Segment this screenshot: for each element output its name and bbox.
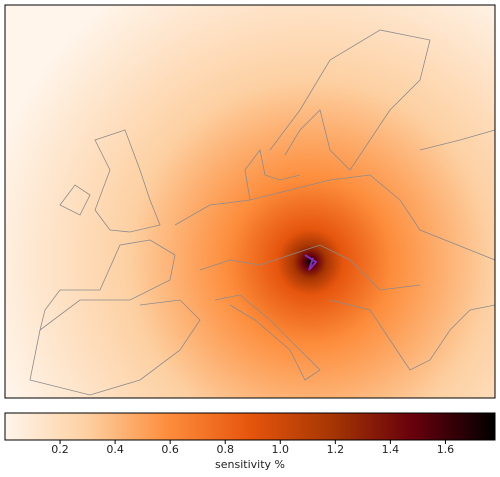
coastline xyxy=(269,29,431,171)
sensitivity-field xyxy=(5,5,495,398)
coastline xyxy=(59,184,91,216)
coastlines xyxy=(29,29,496,396)
colorbar-tick-label: 1.2 xyxy=(327,443,345,456)
coastline xyxy=(244,149,301,201)
coastline xyxy=(214,294,321,381)
coastline xyxy=(419,129,496,151)
coastline xyxy=(329,299,496,371)
colorbar-tick-label: 0.6 xyxy=(161,443,179,456)
colorbar-tick-label: 1.6 xyxy=(437,443,455,456)
colorbar-tick-label: 0.8 xyxy=(216,443,234,456)
colorbar-tick-label: 1.0 xyxy=(272,443,290,456)
source-marker xyxy=(304,254,318,271)
coastline xyxy=(29,299,201,396)
colorbar-tick-label: 1.4 xyxy=(382,443,400,456)
coastline xyxy=(39,239,176,331)
colorbar-tick-label: 0.2 xyxy=(51,443,69,456)
colorbar xyxy=(4,412,496,441)
coastline xyxy=(174,174,496,261)
colorbar-tick-label: 0.4 xyxy=(106,443,124,456)
colorbar-label: sensitivity % xyxy=(215,458,285,471)
coastline xyxy=(94,129,161,233)
coastline xyxy=(199,244,421,291)
map-frame xyxy=(4,4,496,399)
